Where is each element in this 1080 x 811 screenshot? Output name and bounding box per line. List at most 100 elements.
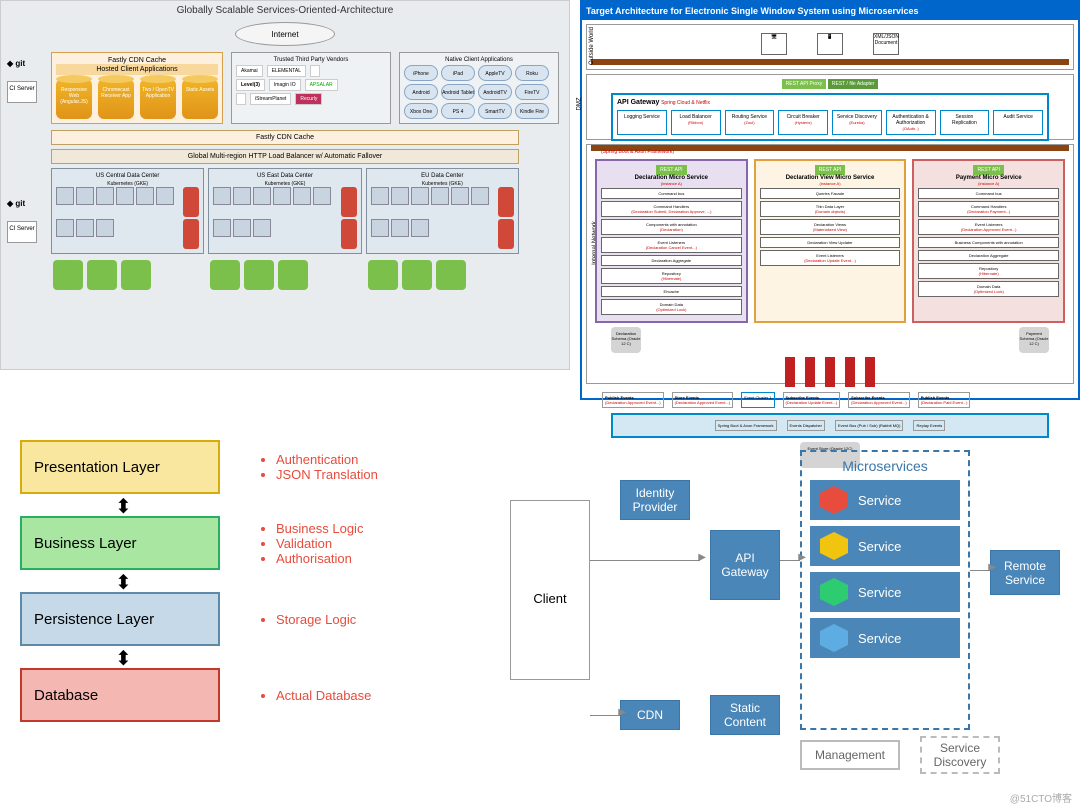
eb-item: Event Bus (Pub / Sub) (Rabbit MQ) [835,420,903,431]
layer-box: Persistence Layer [20,592,220,646]
internet-cloud: Internet [235,22,335,46]
service-discovery: Service Discovery [920,736,1000,774]
git-label-2: ◆ git [7,199,25,208]
layer-bullets: Actual Database [260,688,371,703]
client-doc: XML/JSON Document [873,33,899,55]
native-app: iPad [441,65,475,81]
amqp-connector [825,357,835,387]
arrow [780,560,800,561]
native-app: Android Tablet [441,84,475,100]
microservices-pattern: Client Identity Provider API Gateway CDN… [500,440,1070,780]
gateway-service: Logging Service [617,110,667,135]
gw-title: API Gateway [617,99,659,106]
vendor [310,65,320,77]
gateway-service: Routing Service(Zuul) [725,110,775,135]
cyl: Chromecast Receiver App [98,79,134,119]
vendor: iStreamPlanet [250,93,291,105]
tl-title: Globally Scalable Services-Oriented-Arch… [1,1,569,20]
section-label: Outside World [589,27,595,65]
microservices-group: Microservices ServiceServiceServiceServi… [800,450,970,730]
microservice: REST APIDeclaration View Micro Service(i… [754,159,907,323]
layer-box: Business Layer [20,516,220,570]
client-icon: 🖥 [761,33,787,55]
load-balancer: Global Multi-region HTTP Load Balancer w… [51,149,519,164]
arrow [590,560,700,561]
service-box: Service [810,480,960,520]
pub-events: Publish Events(Declaration Paid Event...… [918,392,971,408]
spring-label: (Spring Boot & Axon Framework) [601,149,1069,155]
cdn-title: Fastly CDN Cache [56,57,218,64]
vendors-title: Trusted Third Party Vendors [236,57,386,63]
microservices-row: REST APIDeclaration Micro Service(instan… [595,159,1065,323]
vendors-box: Trusted Third Party Vendors AkamaiELEMEN… [231,52,391,124]
native-app: iPhone [404,65,438,81]
layer-bullets: AuthenticationJSON Translation [260,452,378,482]
cdn-sub: Hosted Client Applications [56,64,218,75]
native-apps-box: Native Client Applications iPhoneiPadApp… [399,52,559,124]
management-box: Management [800,740,900,770]
native-app: FireTV [515,84,549,100]
db-cyl: Declaration Schema (Oracle 12 C) [611,327,641,353]
native-app: Android [404,84,438,100]
gw-sub: Spring Cloud & Netflix [661,100,710,106]
datacenter: US Central Data CenterKubernetes (GKE) [51,168,204,254]
layer-row: Presentation Layer AuthenticationJSON Tra… [20,440,460,494]
ci-server-2: CI Server [7,221,37,243]
client-box: Client [510,500,590,680]
native-app: PS 4 [441,103,475,119]
ci-server-1: CI Server [7,81,37,103]
cdn-box: CDN [620,700,680,730]
microservices-target-architecture: Target Architecture for Electronic Singl… [580,0,1080,400]
cyl: Responsive Web (Angular.JS) [56,79,92,119]
layer-bullets: Storage Logic [260,612,356,627]
event-bus: Spring Boot & Axon Framework Events Disp… [611,413,1049,438]
gateway-service: Authentication & Authorization(OAuth..) [886,110,936,135]
vendor [236,93,246,105]
vendor: Imagin IO [269,79,301,91]
datacenter-row: US Central Data CenterKubernetes (GKE)US… [51,168,519,254]
arrow [590,715,620,716]
cdn-cache-2: Fastly CDN Cache [51,130,519,145]
datacenter: EU Data CenterKubernetes (GKE) [366,168,519,254]
native-app: Roku [515,65,549,81]
eb-item: Events Dispatcher [787,420,825,431]
layered-architecture: Presentation Layer AuthenticationJSON Tra… [20,440,460,760]
cyl: Tivo / OpenTV Application [140,79,176,119]
layer-row: Business LayerBusiness LogicValidationAu… [20,516,460,570]
layer-box: Presentation Layer [20,440,220,494]
layer-row: Database Actual Database [20,668,460,722]
mongo-row [51,258,519,297]
gateway-service: Circuit Breaker(Hysterix) [778,110,828,135]
remote-service: Remote Service [990,550,1060,595]
rest-adapter: REST / file Adapter [828,79,878,89]
store-events: Store Events(Declaration Approved Event.… [672,392,734,408]
api-gateway-box: API Gateway [710,530,780,600]
tr-title: Target Architecture for Electronic Singl… [582,2,1078,20]
vendor: Level(3) [236,79,265,91]
microservice: REST APIPayment Micro Service(instance A… [912,159,1065,323]
service-hex-icon [820,624,848,652]
event-cluster: Event Cluster 1 [741,392,774,408]
cylinder-row: Responsive Web (Angular.JS) Chromecast R… [56,79,218,119]
gateway-service: Service Discovery(Eureka) [832,110,882,135]
sub-events: Subscribe Events(Declaration Approved Ev… [848,392,910,408]
arrow [970,570,990,571]
datacenter: US East Data CenterKubernetes (GKE) [208,168,361,254]
amqp-row [595,357,1065,387]
db-cyl: Payment Schema (Oracle 12 C) [1019,327,1049,353]
gateway-service: Audit Service [993,110,1043,135]
vendor: Recurly [295,93,322,105]
watermark: @51CTO博客 [1010,790,1072,805]
microservice: REST APIDeclaration Micro Service(instan… [595,159,748,323]
service-hex-icon [820,578,848,606]
native-app: AppleTV [478,65,512,81]
rest-proxy: REST API Proxy [782,79,827,89]
service-box: Service [810,526,960,566]
cdn-cache-1: Fastly CDN Cache Hosted Client Applicati… [51,52,223,124]
service-box: Service [810,618,960,658]
native-app: Xbox One [404,103,438,119]
git-label-1: ◆ git [7,59,25,68]
layer-box: Database [20,668,220,722]
vendor: ELEMENTAL [267,65,306,77]
section-label: DMZ [577,97,583,110]
